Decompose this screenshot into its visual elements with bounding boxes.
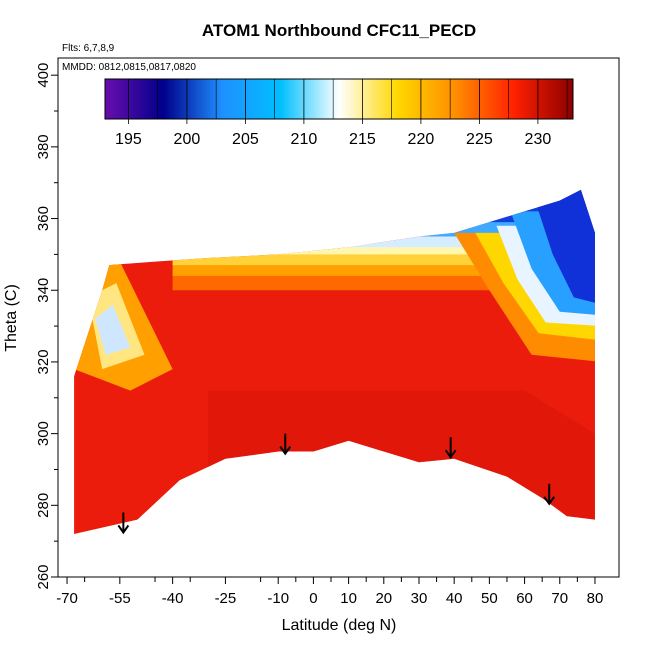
arrow-head (543, 496, 556, 506)
y-tick-label: 380 (35, 134, 52, 159)
x-tick-label: 70 (551, 590, 568, 607)
x-tick-label: 50 (481, 590, 498, 607)
y-tick-label: 400 (35, 63, 52, 88)
x-tick-label: 80 (587, 590, 604, 607)
plot-frame (57, 57, 620, 578)
x-tick-label: -25 (215, 590, 237, 607)
heatmap-dark-layer (207, 390, 595, 534)
colorbar: 195 200 205 210 215 220 225 230 (104, 78, 574, 148)
flights-note: Flts: 6,7,8,9 (62, 43, 115, 54)
y-tick-label: 340 (35, 278, 52, 303)
x-tick-label: 0 (309, 590, 317, 607)
x-tick-label: 30 (411, 590, 428, 607)
x-axis: -70 -55 -40 -25 -10 0 10 20 30 40 50 60 70 80 (56, 577, 603, 607)
colorbar-tick-label: 220 (408, 131, 435, 148)
y-tick-label: 320 (35, 349, 52, 374)
y-tick-label: 260 (35, 564, 52, 589)
y-axis: 260 280 300 320 340 360 380 400 (35, 63, 58, 590)
colorbar-tick-label: 195 (115, 131, 142, 148)
heatmap-right-band (531, 189, 595, 305)
y-tick-label: 360 (35, 206, 52, 231)
heatmap-left-cool (95, 304, 131, 355)
x-tick-label: -10 (267, 590, 289, 607)
colorbar-tick-label: 210 (291, 131, 318, 148)
y-axis-label: Theta (C) (3, 284, 20, 352)
colorbar-tick-label: 225 (466, 131, 493, 148)
dates-note: MMDD: 0812,0815,0817,0820 (62, 62, 196, 73)
x-tick-label: -55 (109, 590, 131, 607)
x-tick-label: 40 (446, 590, 463, 607)
heatmap-region (74, 189, 595, 534)
x-tick-label: -40 (162, 590, 184, 607)
heatmap-band (172, 243, 595, 255)
colorbar-tick-label: 215 (349, 131, 376, 148)
arrow-head (279, 446, 292, 456)
x-axis-label: Latitude (deg N) (282, 617, 397, 634)
y-tick-label: 300 (35, 421, 52, 446)
arrow-head (117, 524, 130, 535)
colorbar-tick-label: 205 (232, 131, 259, 148)
x-tick-label: -70 (56, 590, 78, 607)
colorbar-gradient (104, 78, 574, 120)
x-tick-label: 10 (340, 590, 357, 607)
colorbar-tick-label: 200 (174, 131, 201, 148)
colorbar-tick-label: 230 (525, 131, 552, 148)
x-tick-label: 60 (516, 590, 533, 607)
chart-title: ATOM1 Northbound CFC11_PECD (202, 21, 476, 40)
arrow-markers (117, 433, 556, 535)
y-tick-label: 280 (35, 493, 52, 518)
x-tick-label: 20 (375, 590, 392, 607)
arrow-head (444, 449, 457, 459)
